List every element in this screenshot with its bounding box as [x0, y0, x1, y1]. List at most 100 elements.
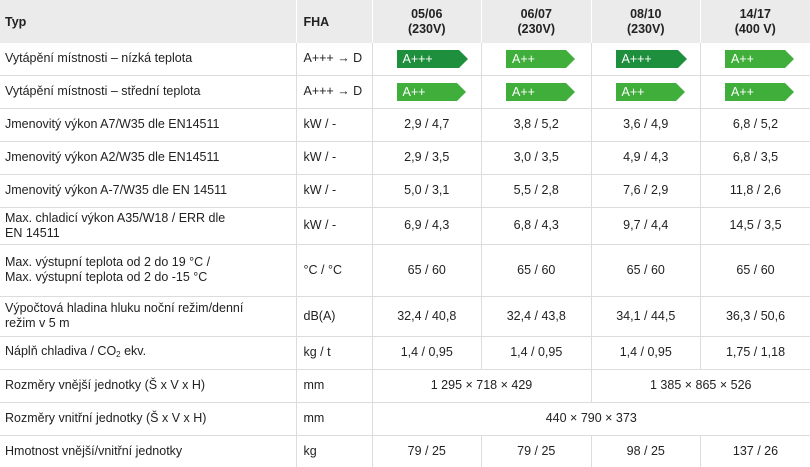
row-unit: kW / - [296, 207, 373, 245]
row-unit: kW / - [296, 141, 373, 175]
model-voltage: (230V) [517, 21, 556, 36]
value-cell: 1,4 / 0,95 [481, 336, 592, 370]
row-unit: kW / - [296, 108, 373, 142]
model-voltage: (400 V) [734, 21, 776, 36]
row-label: Max. chladicí výkon A35/W18 / ERR dle EN … [0, 207, 297, 245]
value-cell: 6,8 / 5,2 [700, 108, 810, 142]
header-model-0810: 08/10 (230V) [591, 0, 701, 43]
value-cell: 3,0 / 3,5 [481, 141, 592, 175]
row-label: Jmenovitý výkon A7/W35 dle EN14511 [0, 108, 297, 142]
value-cell: 32,4 / 40,8 [372, 296, 482, 337]
energy-class-badge: A++ [506, 82, 575, 101]
energy-cell: A++ [700, 75, 810, 109]
subscript: 2 [116, 349, 121, 359]
row-heat-low: Vytápění místnosti – nízká teplota A+++ … [0, 43, 810, 76]
model-name: 14/17 [739, 6, 771, 21]
value-cell: 79 / 25 [481, 435, 592, 467]
row-label: Náplň chladiva / CO2 ekv. [0, 336, 297, 370]
energy-class-badge: A+++ [396, 49, 468, 68]
energy-cell: A++ [481, 43, 592, 76]
label-line: Max. výstupní teplota od 2 do -15 °C [5, 270, 208, 284]
value-cell: 98 / 25 [591, 435, 701, 467]
value-cell: 1,4 / 0,95 [591, 336, 701, 370]
row-outlet-temp: Max. výstupní teplota od 2 do 19 °C / Max… [0, 244, 810, 297]
value-cell: 32,4 / 43,8 [481, 296, 592, 337]
value-cell: 6,8 / 3,5 [700, 141, 810, 175]
label-line: EN 14511 [5, 225, 60, 240]
value-cell: 65 / 60 [372, 244, 482, 297]
row-unit: kW / - [296, 174, 373, 208]
energy-class-badge: A++ [506, 49, 575, 68]
label-line: Max. výstupní teplota od 2 do 19 °C / [5, 255, 211, 269]
value-cell: 2,9 / 4,7 [372, 108, 482, 142]
row-heat-mid: Vytápění místnosti – střední teplota A++… [0, 75, 810, 109]
row-label: Vytápění místnosti – nízká teplota [0, 43, 297, 76]
energy-cell: A++ [481, 75, 592, 109]
row-unit: A+++ → D [296, 43, 373, 76]
value-cell: 5,5 / 2,8 [481, 174, 592, 208]
row-am7w35: Jmenovitý výkon A-7/W35 dle EN 14511 kW … [0, 174, 810, 208]
row-label: Vytápění místnosti – střední teplota [0, 75, 297, 109]
energy-cell: A+++ [372, 43, 482, 76]
row-outdoor-dimensions: Rozměry vnější jednotky (Š x V x H) mm 1… [0, 369, 810, 403]
value-cell: 137 / 26 [732, 443, 779, 458]
row-unit: dB(A) [296, 296, 373, 337]
header-model-0607: 06/07 (230V) [481, 0, 592, 43]
table-header-row: Typ FHA 05/06 (230V) 06/07 (230V) 08/10 (23… [0, 0, 810, 43]
model-voltage: (230V) [626, 21, 665, 36]
value-cell: 6,9 / 4,3 [372, 207, 482, 245]
value-cell: 65 / 60 [700, 244, 810, 297]
row-label: Jmenovitý výkon A-7/W35 dle EN 14511 [0, 174, 297, 208]
value-cell: 3,6 / 4,9 [591, 108, 701, 142]
model-name: 08/10 [630, 6, 662, 21]
energy-cell: A++ [372, 75, 482, 109]
value-cell: 1 385 × 865 × 526 [591, 369, 810, 403]
value-cell: 3,8 / 5,2 [481, 108, 592, 142]
row-unit: mm [296, 402, 373, 436]
row-unit: °C / °C [296, 244, 373, 297]
row-unit: kg [296, 435, 373, 467]
label-line: Max. chladicí výkon A35/W18 / ERR dle [5, 210, 226, 225]
row-noise: Výpočtová hladina hluku noční režim/denn… [0, 296, 810, 337]
value-cell: 9,7 / 4,4 [591, 207, 701, 245]
label-text: ekv. [120, 343, 147, 358]
energy-class-badge: A++ [396, 82, 466, 101]
value-cell: 34,1 / 44,5 [591, 296, 701, 337]
label-text: Náplň chladiva / CO [5, 343, 117, 358]
row-weight: Hmotnost vnější/vnitřní jednotky kg 79 /… [0, 435, 810, 467]
row-cooling: Max. chladicí výkon A35/W18 / ERR dle EN … [0, 207, 810, 245]
header-fha: FHA [296, 0, 373, 43]
value-cell: 6,8 / 4,3 [481, 207, 592, 245]
energy-cell: A++ [700, 43, 810, 76]
row-unit: kg / t [296, 336, 373, 370]
energy-class-badge: A++ [725, 49, 794, 68]
energy-cell: A++ [591, 75, 701, 109]
value-cell: 11,8 / 2,6 [700, 174, 810, 208]
label-line: Výpočtová hladina hluku noční režim/denn… [5, 301, 244, 315]
row-label: Rozměry vnitřní jednotky (Š x V x H) [0, 402, 297, 436]
row-a2w35: Jmenovitý výkon A2/W35 dle EN14511 kW / … [0, 141, 810, 175]
header-type: Typ [0, 0, 297, 43]
label-line: režim v 5 m [5, 316, 70, 330]
value-cell: 65 / 60 [481, 244, 592, 297]
energy-class-badge: A+++ [615, 49, 687, 68]
energy-cell: A+++ [591, 43, 701, 76]
row-unit: A+++ → D [296, 75, 373, 109]
value-cell: 36,3 / 50,6 [700, 296, 810, 337]
row-a7w35: Jmenovitý výkon A7/W35 dle EN14511 kW / … [0, 108, 810, 142]
row-label: Hmotnost vnější/vnitřní jednotky [0, 435, 297, 467]
value-cell: 14,5 / 3,5 [700, 207, 810, 245]
value-cell: 440 × 790 × 373 [372, 402, 810, 436]
value-cell: 4,9 / 4,3 [591, 141, 701, 175]
row-indoor-dimensions: Rozměry vnitřní jednotky (Š x V x H) mm … [0, 402, 810, 436]
value-cell: 5,0 / 3,1 [372, 174, 482, 208]
model-name: 05/06 [411, 6, 443, 21]
value-cell: 2,9 / 3,5 [372, 141, 482, 175]
row-refrigerant: Náplň chladiva / CO2 ekv. kg / t 1,4 / 0… [0, 336, 810, 370]
value-cell: 1 295 × 718 × 429 [372, 369, 592, 403]
row-label: Jmenovitý výkon A2/W35 dle EN14511 [0, 141, 297, 175]
row-label: Max. výstupní teplota od 2 do 19 °C / Max… [0, 244, 297, 297]
value-cell: 79 / 25 [372, 435, 482, 467]
model-voltage: (230V) [407, 21, 446, 36]
